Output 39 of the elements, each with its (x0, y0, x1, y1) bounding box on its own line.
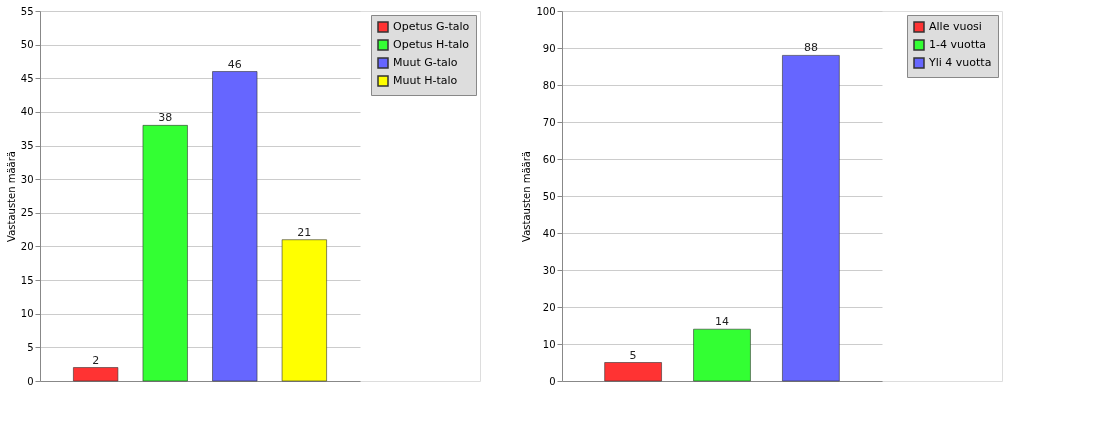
y-tick-label: 30 (20, 173, 34, 185)
y-tick-label: 10 (542, 338, 556, 350)
y-tick-label: 10 (20, 308, 34, 320)
y-tick-label: 5 (27, 341, 34, 353)
y-tick-label: 100 (536, 5, 556, 17)
data-label: 14 (715, 315, 729, 329)
y-tick-label: 90 (542, 42, 556, 54)
y-tick-label: 80 (542, 79, 556, 91)
y-tick-label: 35 (20, 140, 34, 152)
y-tick-label: 70 (542, 116, 556, 128)
y-tick-label: 20 (20, 240, 34, 252)
y-axis-title: Vastausten määrä (521, 151, 533, 242)
y-tick-label: 30 (542, 264, 556, 276)
legend-label: Opetus G-talo (393, 20, 470, 33)
data-label: 21 (297, 225, 312, 239)
y-tick-label: 40 (20, 106, 34, 118)
y-tick-label: 25 (20, 207, 34, 219)
y-tick-label: 45 (20, 72, 34, 84)
legend-label: Opetus H-talo (393, 38, 470, 51)
legend-label: 1-4 vuotta (929, 38, 987, 51)
y-tick-label: 20 (542, 301, 556, 313)
y-tick-label: 55 (20, 5, 34, 17)
y-tick-label: 50 (542, 190, 556, 202)
y-tick-label: 0 (549, 375, 556, 387)
y-tick-label: 0 (27, 375, 34, 387)
legend-label: Alle vuosi (929, 20, 982, 33)
y-tick-label: 40 (542, 227, 556, 239)
y-tick-label: 15 (20, 274, 34, 286)
y-tick-label: 50 (20, 39, 34, 51)
data-label: 88 (803, 41, 818, 55)
y-tick-label: 60 (542, 153, 556, 165)
legend-label: Muut H-talo (393, 74, 458, 87)
data-label: 5 (629, 348, 637, 362)
data-label: 46 (227, 57, 242, 71)
legend-label: Muut G-talo (393, 56, 458, 69)
y-axis-title: Vastausten määrä (5, 151, 17, 242)
data-label: 38 (158, 111, 173, 125)
legend-label: Yli 4 vuotta (928, 56, 992, 69)
data-label: 2 (92, 353, 100, 367)
